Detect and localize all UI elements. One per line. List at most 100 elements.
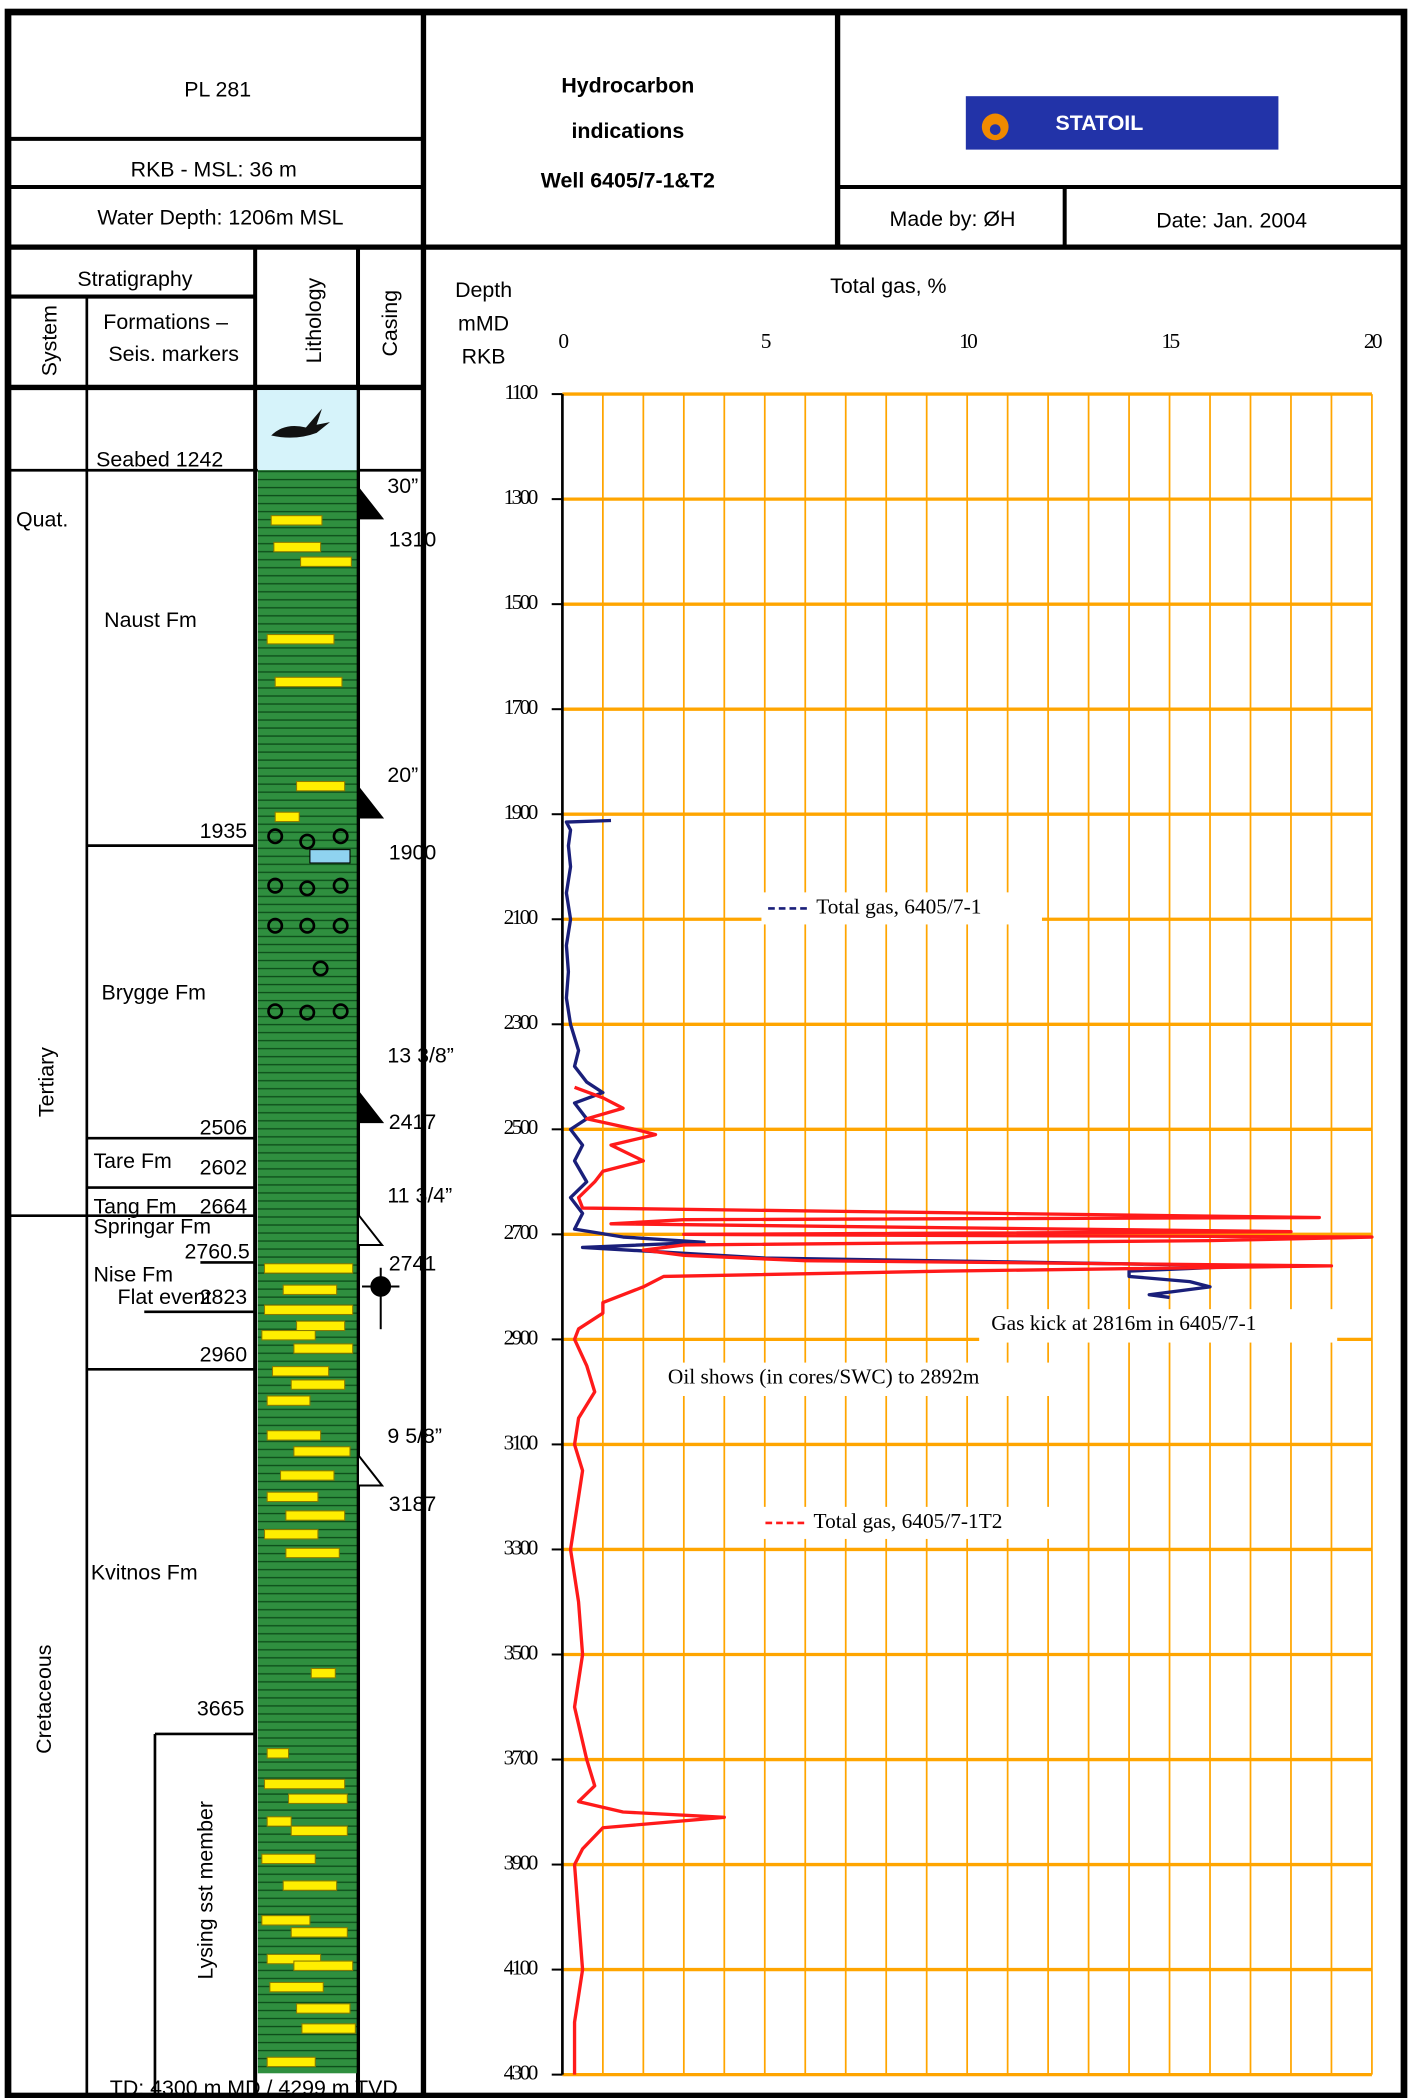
system-label: Quat. [16,508,68,532]
casing-depth: 1310 [389,528,437,552]
sandstone [261,1330,316,1341]
sandstone [285,1510,346,1521]
sandstone [266,1430,322,1441]
sandstone [270,515,323,526]
legend-box [758,1506,1056,1539]
sandstone [263,1304,354,1316]
y-tick-label: 4300 [504,2061,538,2085]
date: Date: Jan. 2004 [1156,208,1307,232]
casing-depth: 2741 [389,1252,437,1276]
sandstone [269,1981,324,1993]
sandstone [290,1927,348,1938]
casing-size: 13 3/8” [387,1043,453,1067]
water-depth: Water Depth: 1206m MSL [97,206,343,230]
sandstone [290,1825,348,1837]
strat-label: Brygge Fm [102,981,206,1005]
column-header: Seis. markers [108,342,239,366]
y-tick-label: 3100 [504,1430,538,1454]
limestone [309,849,351,864]
sandstone [263,1263,354,1274]
sandstone [266,1816,292,1827]
y-tick-label: 2700 [504,1220,538,1244]
y-tick-label: 1900 [504,800,538,824]
strat-label: Nise Fm [94,1262,174,1286]
strat-label: Lysing sst member [194,1801,218,1979]
legend-label: Total gas, 6405/7-1T2 [814,1509,1003,1533]
sandstone [296,1320,346,1332]
title: indications [571,119,684,143]
strat-label: Naust Fm [104,608,197,632]
logo-box [965,96,1279,150]
sandstone [266,634,335,645]
footer: TD: 4300 m MD / 4299 m TVD [110,2076,398,2098]
system-label: Cretaceous [32,1645,56,1754]
y-tick-label: 1100 [504,380,537,404]
legend-box [761,892,1042,925]
column-header: System [37,305,61,376]
sandstone [301,2023,356,2034]
x-tick-label: 5 [761,329,771,353]
chart-title: Total gas, % [830,274,946,298]
sandstone [293,1343,354,1354]
sandstone [296,2003,351,2014]
sandstone [282,1880,338,1891]
column-header: Formations – [103,310,228,334]
flat-event-symbol [362,1267,400,1330]
sandstone [282,1284,338,1296]
fossil-symbol [332,917,349,934]
logo-text: STATOIL [1056,111,1144,135]
column-header: RKB [462,345,506,369]
sandstone [263,1529,319,1540]
strat-label: 2960 [200,1343,248,1367]
fossil-symbol [299,917,316,934]
annotation-box [654,1362,1069,1396]
strat-label: 2760.5 [184,1240,249,1264]
fossil-symbol [299,1004,316,1021]
sandstone [285,1547,340,1559]
sandstone [266,2056,316,2068]
sandstone [263,1778,346,1790]
rkb-msl: RKB - MSL: 36 m [131,158,297,182]
casing-depth: 2417 [389,1110,437,1134]
y-tick-label: 2500 [504,1115,538,1139]
y-tick-label: 4100 [504,1955,538,1979]
fossil-symbol [332,1003,349,1020]
casing-size: 11 3/4” [387,1184,452,1208]
annotation-box [979,1309,1338,1343]
y-tick-label: 3900 [504,1850,538,1874]
x-tick-label: 15 [1162,329,1180,353]
sandstone [274,811,300,823]
y-tick-label: 2100 [504,905,538,929]
sandstone [261,1915,311,1926]
y-tick-label: 1300 [504,485,538,509]
strat-label: 1935 [200,819,248,843]
sandstone [300,556,352,567]
strat-label: 2602 [200,1156,248,1180]
y-tick-label: 2300 [504,1010,538,1034]
fossil-symbol [267,828,284,845]
casing-shoe [357,1451,385,1487]
strat-label: 2664 [200,1194,248,1218]
casing-size: 30” [387,474,418,498]
strat-label: 3665 [197,1697,245,1721]
casing-depth: 3187 [389,1492,437,1516]
logo-flame [989,124,1001,135]
casing-size: 9 5/8” [387,1424,442,1448]
sandstone [293,1446,351,1457]
fossil-symbol [267,917,284,934]
made-by: Made by: ØH [890,207,1016,231]
sandstone [271,1366,330,1377]
frame [4,8,1408,2098]
y-tick-label: 3700 [504,1745,538,1769]
strat-label: 2506 [200,1115,248,1139]
column-header: Lithology [302,278,326,364]
column-header: Casing [378,290,402,357]
title: Well 6405/7-1&T2 [541,168,715,192]
fossil-symbol [267,1003,284,1020]
sandstone [288,1793,348,1804]
sandstone [310,1667,336,1679]
y-tick-label: 2900 [504,1325,538,1349]
strat-label: Kvitnos Fm [91,1560,198,1584]
